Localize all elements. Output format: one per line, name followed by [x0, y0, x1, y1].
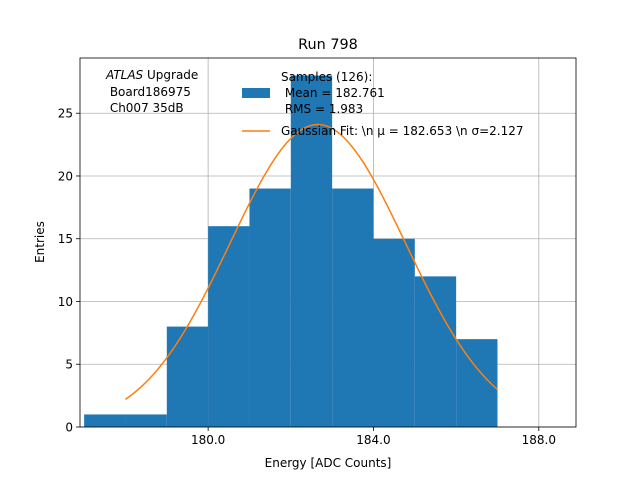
- legend-samples-patch: [242, 88, 270, 98]
- annotation-upgrade: Upgrade: [143, 68, 198, 82]
- histogram-bar: [332, 188, 374, 427]
- annotation-line-2: Board186975: [106, 85, 191, 99]
- x-axis-label: Energy [ADC Counts]: [265, 456, 392, 470]
- legend-fit-label: Gaussian Fit: \n μ = 182.653 \n σ=2.127: [281, 124, 524, 138]
- annotation-atlas: ATLAS: [105, 68, 144, 82]
- histogram-bar: [373, 238, 415, 427]
- x-tick-label: 180.0: [191, 433, 225, 447]
- y-tick-label: 25: [58, 107, 73, 121]
- histogram-bar: [84, 414, 126, 427]
- histogram-bar: [208, 226, 250, 427]
- gaussian-fit-curve: [125, 123, 498, 400]
- x-axis-ticks: 180.0 184.0 188.0: [191, 427, 556, 447]
- legend-samples-line-1: Samples (126):: [281, 70, 372, 84]
- y-tick-label: 10: [58, 295, 73, 309]
- plot-frame: [79, 57, 577, 428]
- y-tick-label: 0: [65, 420, 73, 434]
- y-tick-label: 15: [58, 232, 73, 246]
- atlas-annotation: ATLAS Upgrade Board186975 Ch007 35dB: [105, 68, 198, 115]
- legend-samples-line-3: RMS = 1.983: [281, 102, 363, 116]
- chart-title: Run 798: [298, 37, 358, 53]
- y-tick-label: 5: [65, 358, 73, 372]
- histogram-bar: [290, 75, 333, 428]
- legend-samples-line-2: Mean = 182.761: [281, 86, 385, 100]
- legend: Samples (126): Mean = 182.761 RMS = 1.98…: [242, 70, 524, 138]
- histogram-bar: [414, 276, 457, 427]
- x-tick-label: 188.0: [522, 433, 556, 447]
- x-tick-label: 184.0: [356, 433, 390, 447]
- y-axis-label: Entries: [33, 221, 47, 263]
- annotation-line-3: Ch007 35dB: [106, 101, 184, 115]
- histogram-bar: [166, 326, 209, 427]
- histogram-bar: [249, 188, 291, 427]
- y-axis-ticks: 0 5 10 15 20 25: [58, 107, 80, 434]
- y-tick-label: 20: [58, 169, 73, 183]
- histogram-bar: [125, 414, 167, 427]
- annotation-line-1: ATLAS Upgrade: [105, 68, 198, 82]
